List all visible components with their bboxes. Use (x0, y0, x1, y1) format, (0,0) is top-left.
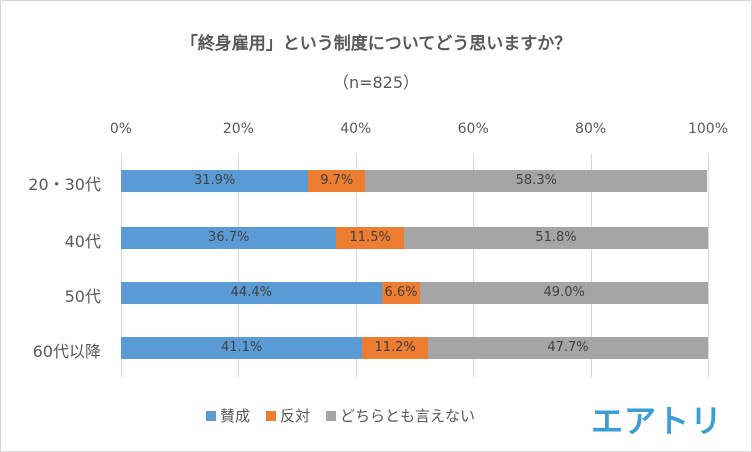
data-label: 49.0% (543, 285, 585, 300)
brand-logo: エアトリ (591, 402, 724, 440)
legend-swatch (206, 410, 216, 421)
bar-segment (121, 337, 363, 359)
gridline (590, 154, 592, 377)
category-label: 60代以降 (32, 342, 101, 361)
bar-segment (420, 282, 708, 304)
data-label: 47.7% (547, 340, 589, 355)
data-label: 41.1% (220, 340, 263, 355)
legend-label: 賛成 (220, 407, 251, 425)
chart-subtitle: （n=825） (332, 73, 420, 92)
legend-label: どちらとも言えない (340, 407, 476, 425)
legend-item-oppose: 反対 (266, 405, 310, 426)
bar-segment (308, 170, 366, 192)
legend-item-neutral: どちらとも言えない (326, 405, 475, 426)
data-label: 9.7% (320, 173, 354, 188)
data-label: 36.7% (208, 230, 250, 245)
x-tick-label: 40% (340, 121, 372, 137)
gridline (355, 154, 357, 377)
gridline (473, 154, 475, 377)
legend-swatch (326, 410, 337, 421)
legend-swatch (266, 410, 277, 421)
x-tick-label: 20% (222, 121, 254, 137)
data-label: 31.9% (193, 173, 236, 188)
x-tick-label: 0% (109, 121, 133, 137)
bar-segment (336, 227, 404, 249)
gridline (708, 154, 709, 377)
legend-item-support: 賛成 (206, 405, 250, 426)
gridline (121, 154, 122, 377)
bar-segment (403, 227, 708, 249)
category-label: 40代 (64, 232, 101, 251)
chart-title: 「終身雇用」という制度についてどう思いますか？ (180, 34, 572, 54)
bar-segment (121, 227, 337, 249)
x-tick-label: 60% (457, 121, 489, 137)
data-label: 11.5% (349, 230, 391, 245)
bar-segment (121, 170, 309, 192)
data-label: 11.2% (374, 340, 416, 355)
data-label: 51.8% (535, 230, 577, 245)
legend-label: 反対 (280, 407, 311, 425)
data-label: 58.3% (515, 173, 557, 188)
x-tick-label: 80% (575, 121, 607, 137)
category-label: 50代 (64, 287, 101, 306)
data-label: 44.4% (230, 285, 272, 300)
gridline (238, 154, 240, 377)
bar-segment (362, 337, 428, 359)
bar-segment (381, 282, 421, 304)
data-label: 6.6% (384, 285, 418, 300)
bar-segment (365, 170, 708, 192)
category-label: 20・30代 (28, 175, 101, 194)
x-tick-label: 100% (687, 121, 729, 137)
bar-segment (428, 337, 708, 359)
legend: 賛成 反対 どちらとも言えない (206, 405, 475, 426)
bar-segment (121, 282, 382, 304)
